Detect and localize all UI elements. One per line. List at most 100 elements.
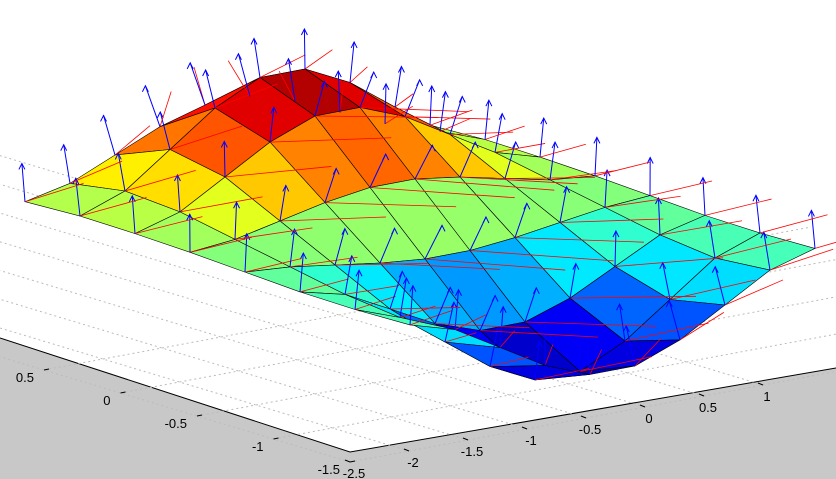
tangent-vector <box>559 218 664 223</box>
y-tick <box>43 368 50 371</box>
x-tick-label: 0 <box>645 411 652 426</box>
tangent-vector <box>379 262 500 270</box>
normal-vector <box>279 185 287 222</box>
normal-vector <box>444 302 455 343</box>
normal-vector <box>539 118 545 158</box>
normal-vector <box>75 178 81 217</box>
tangent-vector <box>444 332 477 343</box>
normal-arrowhead <box>499 305 507 314</box>
tangent-vector <box>489 356 529 367</box>
normal-arrowhead <box>341 227 349 235</box>
normal-arrowhead <box>563 185 571 194</box>
normal-vector <box>389 271 403 310</box>
tangent-vector <box>494 143 546 153</box>
normal-arrowhead <box>299 251 307 260</box>
normal-vector <box>662 262 671 300</box>
normal-arrowhead <box>398 65 405 73</box>
normal-arrowhead <box>450 301 458 309</box>
normal-arrowhead <box>705 219 713 227</box>
normal-arrowhead <box>655 196 662 205</box>
normal-vector <box>314 81 325 117</box>
tangent-vector <box>339 89 343 113</box>
normal-vector <box>399 277 407 318</box>
normal-arrowhead <box>291 228 298 236</box>
tangent-vector <box>349 66 368 83</box>
normal-arrowhead <box>100 114 107 122</box>
tangent-vector <box>79 197 147 217</box>
normal-vector <box>337 71 341 113</box>
normal-vector <box>359 71 375 108</box>
normal-vector <box>394 66 402 108</box>
tangent-vector <box>259 54 306 78</box>
normal-vector <box>299 253 304 292</box>
tangent-vector <box>404 116 491 120</box>
normal-vector <box>484 100 490 140</box>
tangent-vector <box>544 344 554 366</box>
tangent-vector <box>189 236 253 253</box>
x-tick-label: -1 <box>525 433 537 448</box>
normal-arrowhead <box>285 57 292 65</box>
tangent-vector <box>499 330 516 348</box>
tangent-vector <box>179 196 263 213</box>
tangent-vector <box>354 295 396 310</box>
normal-vector <box>324 168 337 203</box>
normal-vector <box>253 38 261 78</box>
normal-vector <box>524 287 537 323</box>
normal-vector <box>234 202 238 240</box>
tangent-vector <box>224 166 332 178</box>
normal-arrowhead <box>320 80 328 88</box>
normal-vector <box>344 255 353 295</box>
normal-arrowhead <box>128 194 136 203</box>
normal-arrowhead <box>541 323 549 331</box>
x-tick-label: -0.5 <box>579 422 601 437</box>
normal-vector <box>514 203 528 238</box>
y-tick <box>196 414 203 417</box>
tangent-vector <box>539 143 586 158</box>
normal-vector <box>205 69 216 109</box>
normal-arrowhead <box>398 270 406 278</box>
tangent-vector <box>169 125 243 150</box>
tangent-vector <box>469 250 614 262</box>
tangent-vector <box>384 105 413 125</box>
x-tick <box>698 393 705 397</box>
normal-arrowhead <box>348 254 356 263</box>
x-tick <box>403 448 410 452</box>
normal-vector <box>384 83 387 124</box>
tangent-vector <box>69 160 123 184</box>
tangent-vector <box>134 216 203 234</box>
x-tick-label: -1.5 <box>461 444 483 459</box>
normal-arrowhead <box>458 95 466 103</box>
tangent-vector <box>714 238 792 259</box>
normal-vector <box>657 197 661 235</box>
tangent-vector <box>814 241 836 249</box>
normal-arrowhead <box>455 288 462 297</box>
normal-vector <box>117 153 126 192</box>
normal-vector <box>585 333 591 375</box>
x-tick <box>639 404 646 408</box>
tangent-vector <box>359 107 469 113</box>
tangent-vector <box>299 278 349 293</box>
normal-arrowhead <box>646 156 654 164</box>
normal-arrowhead <box>438 224 446 232</box>
normal-vector <box>499 306 504 348</box>
tangent-vector <box>659 220 743 236</box>
normal-arrowhead <box>114 152 122 160</box>
y-tick-label: 0 <box>103 393 110 408</box>
normal-vector <box>763 232 771 271</box>
normal-arrowhead <box>270 106 278 114</box>
normal-vector <box>429 86 433 126</box>
normal-vector <box>578 333 581 372</box>
normal-vector <box>223 141 226 178</box>
normal-vector <box>159 111 171 150</box>
normal-arrowhead <box>612 229 620 238</box>
normal-arrowhead <box>186 61 194 70</box>
normal-arrowhead <box>572 262 580 270</box>
normal-vector <box>810 210 816 249</box>
tangent-vector <box>114 125 151 156</box>
tangent-vector <box>369 187 515 199</box>
tangent-vector <box>459 176 578 185</box>
normal-vector <box>702 177 706 216</box>
tangent-vector <box>649 180 713 196</box>
normal-arrowhead <box>282 184 290 192</box>
